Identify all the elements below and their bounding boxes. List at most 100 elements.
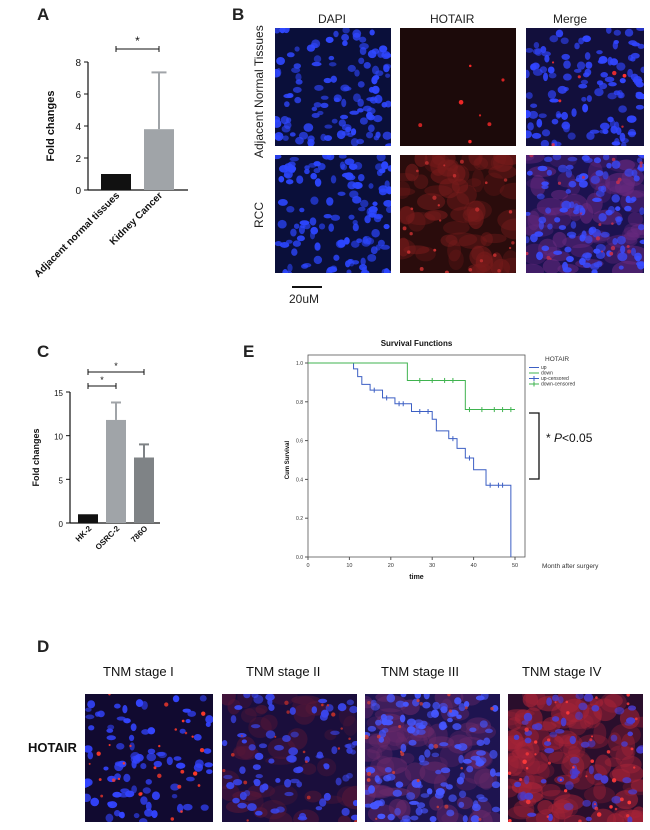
hotair-dot [416, 169, 419, 173]
nucleus-dot [330, 265, 337, 271]
nucleus-dot [401, 815, 411, 822]
panel-label-e: E [243, 342, 255, 361]
nucleus-dot [418, 754, 425, 763]
x-tick-label: 10 [346, 563, 352, 569]
cytoplasm-signal [558, 733, 583, 756]
nucleus-dot [330, 730, 340, 735]
nucleus-dot [458, 754, 464, 764]
cytoplasm-signal [473, 157, 489, 171]
nucleus-dot [313, 102, 322, 108]
nucleus-dot [331, 118, 338, 124]
hotair-dot [460, 766, 463, 770]
image-tnm-stage-3 [365, 694, 500, 822]
cytoplasm-signal [407, 211, 426, 232]
nucleus-dot [627, 128, 636, 138]
cytoplasm-signal [630, 806, 643, 822]
nucleus-dot [172, 695, 180, 703]
nucleus-dot [317, 163, 326, 171]
nucleus-dot [415, 807, 423, 816]
nucleus-dot [532, 68, 543, 76]
nucleus-dot [614, 137, 620, 145]
nucleus-dot [479, 720, 488, 728]
cytoplasm-signal [423, 727, 437, 748]
hotair-dot [609, 805, 613, 809]
y-tick-label: 6 [75, 90, 81, 101]
cytoplasm-signal [551, 189, 569, 200]
nucleus-dot [635, 91, 644, 100]
nucleus-dot [440, 782, 448, 787]
nucleus-dot [193, 763, 204, 772]
cytoplasm-signal [502, 250, 516, 273]
hotair-dot [565, 700, 569, 704]
nucleus-dot [458, 790, 467, 798]
hotair-dot [585, 775, 588, 778]
nucleus-dot [365, 803, 373, 808]
nucleus-dot [296, 235, 305, 242]
nucleus-dot [426, 788, 433, 795]
cytoplasm-signal [459, 722, 480, 733]
panel-a-bar-chart: 0 2 4 6 8 Fold changes Adjacent normal tissues… [33, 34, 188, 280]
nucleus-dot [637, 166, 644, 171]
nucleus-dot [621, 741, 628, 747]
nucleus-dot [438, 721, 447, 731]
hotair-dot [614, 807, 618, 811]
cytoplasm-signal [222, 784, 240, 802]
nucleus-dot [560, 717, 567, 727]
nucleus-dot [621, 141, 627, 146]
cytoplasm-signal [497, 209, 516, 231]
nucleus-dot [408, 800, 419, 805]
nucleus-dot [131, 759, 137, 769]
nucleus-dot [570, 774, 577, 780]
nucleus-dot [261, 783, 269, 791]
nucleus-dot [112, 791, 122, 798]
nucleus-dot [375, 131, 381, 139]
cytoplasm-signal [508, 752, 519, 775]
nucleus-dot [571, 108, 577, 117]
nucleus-dot [350, 749, 356, 755]
nucleus-dot [383, 63, 391, 69]
nucleus-dot [367, 50, 377, 59]
legend-label: down-censored [541, 382, 575, 388]
pvalue-star: * [546, 431, 554, 445]
nucleus-dot [277, 199, 288, 206]
cytoplasm-signal [593, 722, 607, 745]
nucleus-dot [373, 800, 383, 807]
nucleus-dot [375, 244, 381, 251]
nucleus-dot [275, 155, 282, 160]
nucleus-dot [328, 62, 337, 67]
nucleus-dot [313, 167, 321, 174]
hotair-dot [525, 767, 529, 770]
hotair-dot [108, 694, 111, 696]
hotair-dot [596, 812, 602, 817]
nucleus-dot [286, 755, 297, 763]
column-header-merge: Merge [553, 12, 588, 26]
cytoplasm-signal [542, 734, 564, 751]
nucleus-dot [564, 246, 572, 253]
nucleus-dot [596, 260, 603, 266]
nucleus-dot [292, 240, 302, 247]
nucleus-dot [239, 791, 247, 801]
nucleus-dot [476, 750, 486, 756]
pvalue-label: * P<0.05 [546, 431, 593, 445]
hotair-dot [595, 236, 601, 241]
nucleus-dot [350, 814, 357, 821]
nucleus-dot [145, 801, 152, 811]
nucleus-dot [341, 130, 350, 136]
nucleus-dot [293, 223, 300, 229]
nucleus-dot [352, 219, 358, 226]
hotair-dot [88, 762, 91, 765]
bar [106, 419, 126, 523]
nucleus-dot [283, 170, 293, 179]
nucleus-dot [286, 52, 295, 58]
nucleus-dot [634, 252, 642, 261]
hotair-dot [577, 75, 581, 79]
nucleus-dot [326, 268, 332, 273]
nucleus-dot [556, 113, 562, 118]
hotair-dot [201, 711, 206, 716]
cytoplasm-signal [233, 745, 246, 757]
significance-star: * [114, 361, 118, 371]
cytoplasm-signal [269, 784, 298, 806]
nucleus-dot [323, 77, 332, 84]
nucleus-dot [602, 171, 609, 180]
nucleus-dot [275, 134, 282, 140]
